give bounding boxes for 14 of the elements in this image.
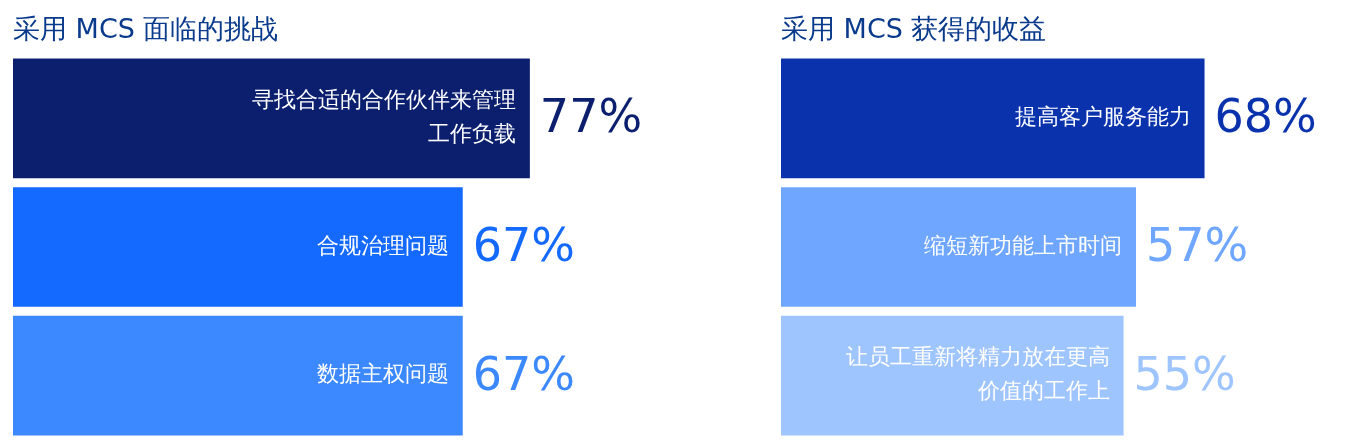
data-label: 55%	[1133, 346, 1236, 401]
data-label: 77%	[539, 89, 643, 144]
category-label: 寻找合适的合作伙伴来管理工作负载	[251, 87, 516, 147]
data-label: 57%	[1146, 217, 1249, 272]
chart-title: 采用 MCS 获得的收益	[780, 12, 1048, 46]
data-label: 67%	[472, 217, 575, 272]
category-label: 数据主权问题	[316, 361, 449, 387]
chart-title: 采用 MCS 面临的挑战	[12, 12, 280, 46]
data-label: 68%	[1214, 89, 1317, 144]
y-tick-label: 提高客户服务能力	[1014, 104, 1191, 130]
data-label: 67%	[472, 346, 575, 401]
y-tick-label: 缩短新功能上市时间	[924, 232, 1123, 258]
y-tick-label: 让员工重新将精力放在更高价值的工作上	[845, 344, 1110, 404]
category-label: 合规治理问题	[316, 232, 449, 258]
